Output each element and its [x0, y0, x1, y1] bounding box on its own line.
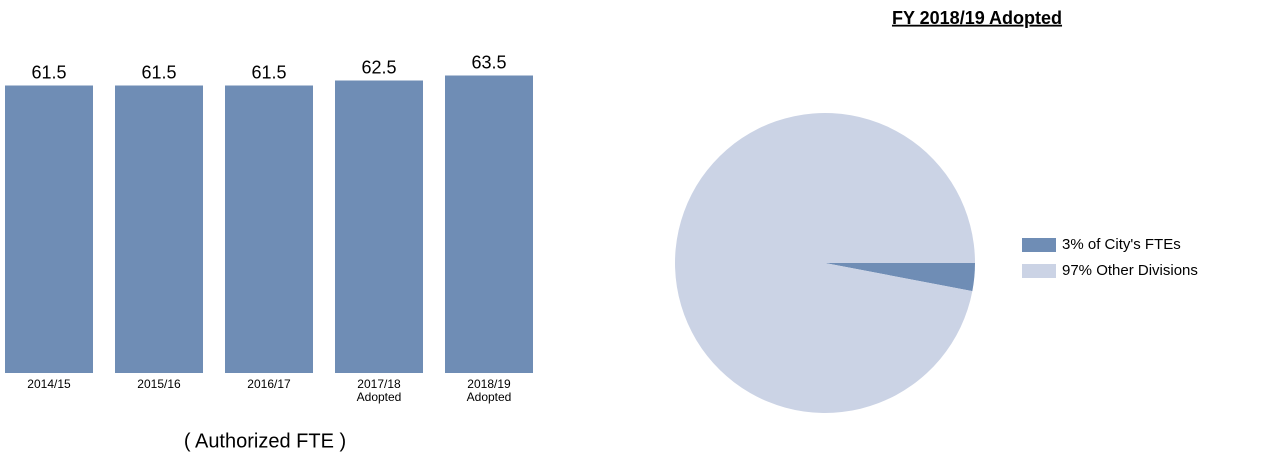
value-label: 61.5: [141, 62, 176, 82]
x-tick-label: 2018/19 Adopted: [466, 377, 512, 404]
bar: [225, 85, 313, 373]
value-label: 63.5: [471, 52, 506, 72]
pie-title: FY 2018/19 Adopted: [892, 8, 1062, 28]
value-label: 61.5: [31, 62, 66, 82]
legend-swatch: [1022, 264, 1056, 278]
x-tick-label: 2015/16: [137, 377, 181, 391]
legend-label: 97% Other Divisions: [1062, 262, 1198, 279]
bar: [445, 75, 533, 373]
legend-swatch: [1022, 238, 1056, 252]
x-tick-label: 2014/15: [27, 377, 71, 391]
x-tick-label: 2016/17: [247, 377, 291, 391]
pie-slice: [674, 113, 975, 414]
pie-slice: [825, 263, 975, 292]
bar: [335, 80, 423, 373]
x-axis-label: ( Authorized FTE ): [184, 430, 346, 452]
x-tick-label: 2017/18 Adopted: [356, 377, 402, 404]
value-label: 62.5: [361, 57, 396, 77]
bar: [115, 85, 203, 373]
value-label: 61.5: [251, 62, 286, 82]
bar: [5, 85, 93, 373]
legend-label: 3% of City's FTEs: [1062, 236, 1181, 253]
